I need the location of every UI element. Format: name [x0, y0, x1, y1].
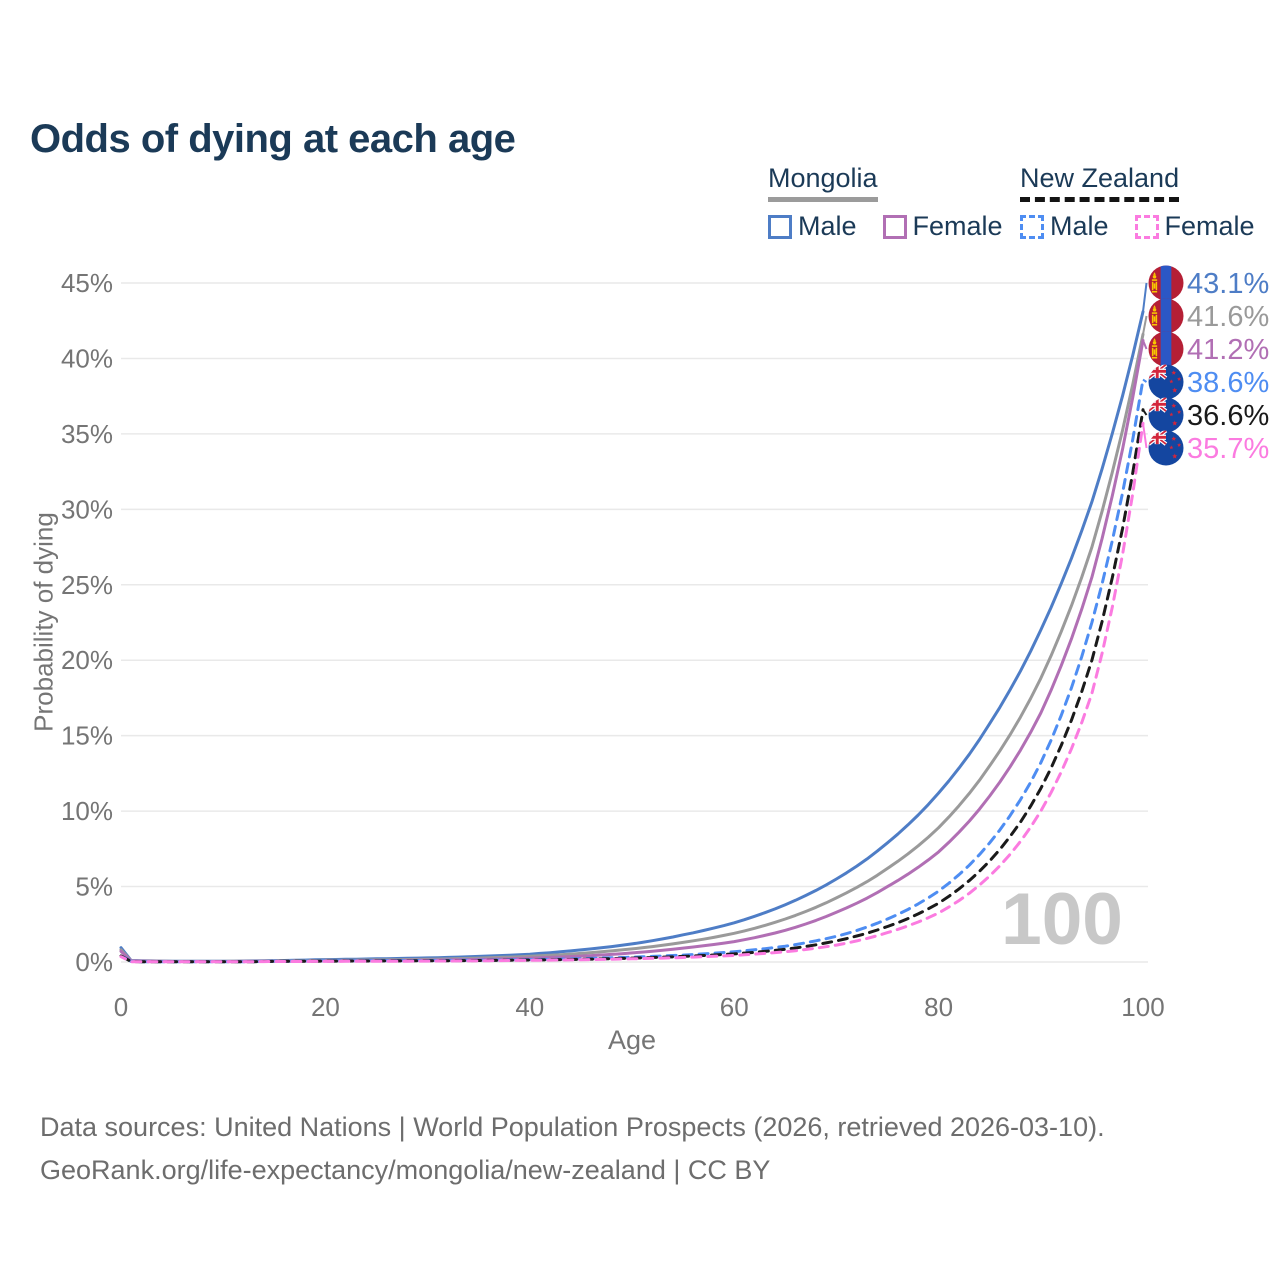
y-tick-20: 20% [61, 645, 113, 675]
footer: Data sources: United Nations | World Pop… [40, 1106, 1105, 1192]
legend-header-new-zealand[interactable]: New Zealand [1020, 163, 1180, 202]
x-axis-title: Age [608, 1025, 656, 1055]
leader-line-new-zealand-both-sexes [1142, 409, 1148, 416]
series-line-mongolia-both-sexes[interactable] [119, 332, 1145, 963]
x-tick-labels: 0 20 40 60 80 100 [114, 992, 1165, 1022]
legend-group-mongolia: Mongolia Male Female [768, 163, 1003, 242]
legend-item-label: Female [912, 211, 1003, 241]
y-tick-40: 40% [61, 343, 113, 373]
flag-icon-new-zealand-male [1149, 365, 1184, 400]
y-tick-10: 10% [61, 796, 113, 826]
legend-items-mongolia: Male Female [768, 211, 1003, 242]
x-tick-60: 60 [720, 992, 749, 1022]
y-tick-30: 30% [61, 494, 113, 524]
y-tick-5: 5% [75, 872, 113, 902]
y-tick-labels: 0% 5% 10% 15% 20% 25% 30% 35% 40% 45% [61, 268, 113, 977]
y-tick-45: 45% [61, 268, 113, 298]
legend-item-new-zealand-male[interactable]: Male [1020, 211, 1109, 242]
end-label-new-zealand-female: 35.7% [1187, 433, 1269, 465]
page-title: Odds of dying at each age [30, 116, 516, 161]
age-watermark: 100 [1001, 879, 1123, 960]
end-label-new-zealand-both-sexes: 36.6% [1187, 400, 1269, 432]
footer-attribution-line: GeoRank.org/life-expectancy/mongolia/new… [40, 1155, 771, 1185]
x-tick-20: 20 [311, 992, 340, 1022]
mongolia-male-swatch-icon [768, 214, 792, 239]
series-lines [119, 310, 1145, 964]
y-tick-0: 0% [75, 947, 113, 977]
x-tick-40: 40 [515, 992, 544, 1022]
mongolia-female-swatch-icon [882, 214, 907, 239]
leader-line-new-zealand-male [1142, 378, 1148, 383]
flag-icon-new-zealand-female [1149, 431, 1184, 466]
legend-items-new-zealand: Male Female [1020, 211, 1255, 242]
flag-icon-mongolia-male [1149, 266, 1184, 301]
legend-item-new-zealand-female[interactable]: Female [1134, 211, 1255, 242]
leader-line-mongolia-both-sexes [1142, 315, 1148, 335]
footer-sources-line: Data sources: United Nations | World Pop… [40, 1112, 1105, 1142]
legend-header-mongolia[interactable]: Mongolia [768, 163, 878, 202]
series-line-new-zealand-female[interactable] [119, 421, 1145, 964]
new-zealand-male-swatch-icon [1020, 214, 1044, 239]
flag-icon-mongolia-female [1149, 332, 1184, 367]
legend-item-mongolia-female[interactable]: Female [882, 211, 1003, 242]
end-labels: 43.1%41.6%41.2%38.6%36.6%35.7% [1142, 266, 1269, 466]
y-tick-25: 25% [61, 570, 113, 600]
new-zealand-female-swatch-icon [1134, 214, 1159, 239]
series-line-mongolia-male[interactable] [119, 310, 1145, 963]
x-tick-80: 80 [924, 992, 953, 1022]
y-tick-15: 15% [61, 721, 113, 751]
end-label-mongolia-male: 43.1% [1187, 268, 1269, 300]
leader-line-mongolia-male [1142, 282, 1148, 312]
flag-icon-new-zealand-both-sexes [1149, 398, 1184, 433]
leader-line-new-zealand-female [1142, 423, 1148, 449]
end-label-mongolia-both-sexes: 41.6% [1187, 301, 1269, 333]
flag-icon-mongolia-both-sexes [1149, 299, 1184, 334]
y-tick-35: 35% [61, 419, 113, 449]
x-axis-title: Age [608, 1025, 656, 1055]
watermark: 100 [1001, 879, 1123, 960]
gridlines [121, 282, 1148, 963]
x-tick-0: 0 [114, 992, 128, 1022]
legend-item-mongolia-male[interactable]: Male [768, 211, 857, 242]
legend-item-label: Female [1164, 211, 1255, 241]
leader-line-mongolia-female [1142, 339, 1148, 350]
end-label-new-zealand-male: 38.6% [1187, 367, 1269, 399]
series-line-new-zealand-both-sexes[interactable] [119, 408, 1145, 964]
legend-item-label: Male [798, 211, 857, 241]
legend-group-new-zealand: New Zealand Male Female [1020, 163, 1255, 242]
legend-item-label: Male [1050, 211, 1109, 241]
x-tick-100: 100 [1121, 992, 1164, 1022]
series-line-new-zealand-male[interactable] [119, 378, 1145, 964]
end-label-mongolia-female: 41.2% [1187, 334, 1269, 366]
